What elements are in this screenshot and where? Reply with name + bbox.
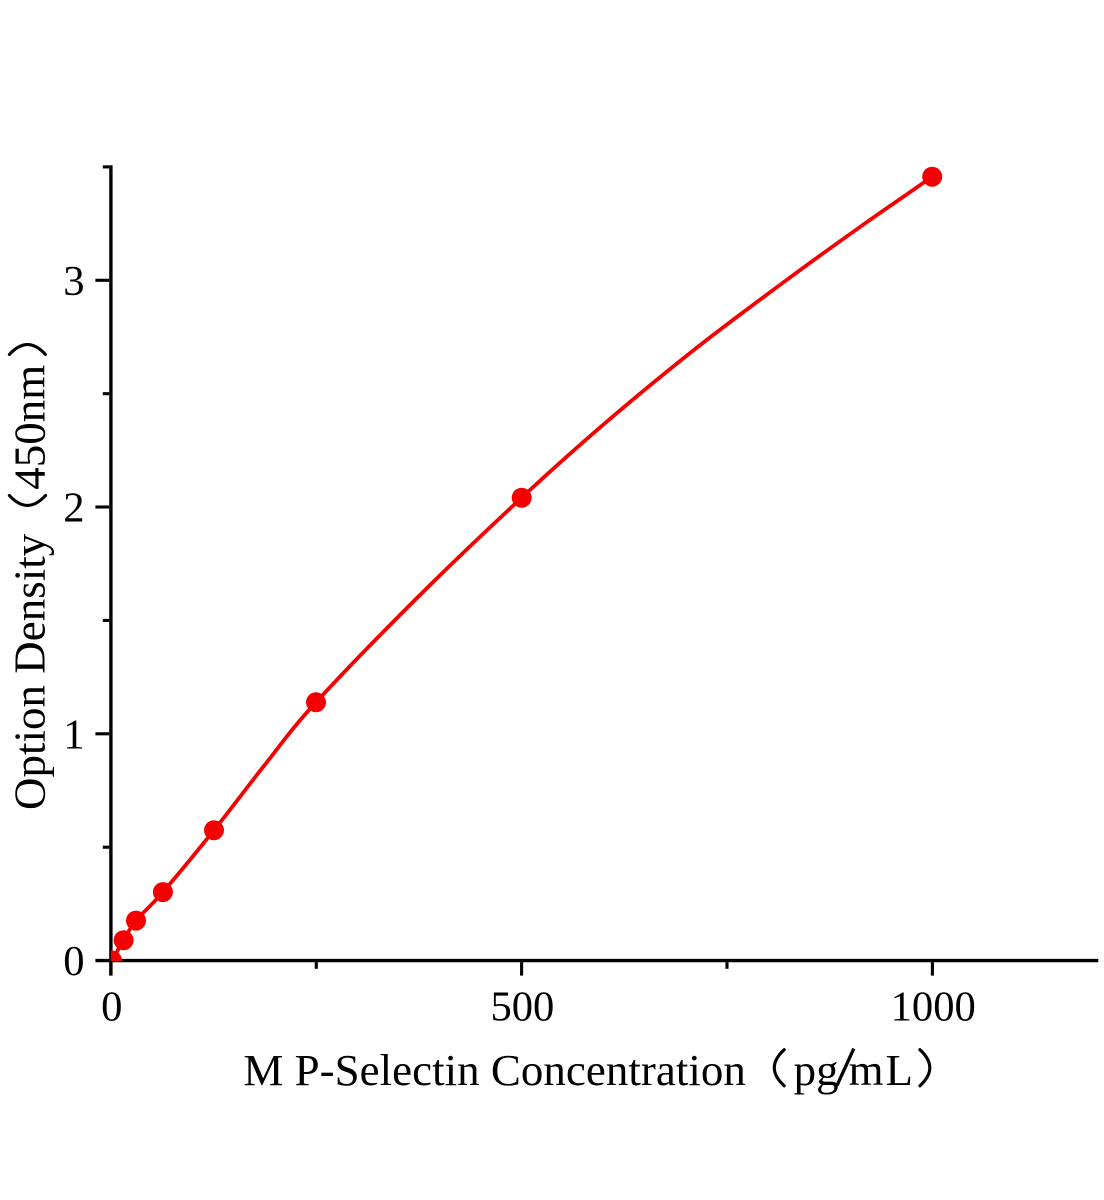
svg-text:M P-Selectin Concentration: M P-Selectin Concentration — [243, 1045, 745, 1095]
svg-text:Option Density: Option Density — [5, 533, 55, 810]
svg-text:pg: pg — [794, 1045, 839, 1095]
svg-text:450nm: 450nm — [5, 365, 55, 490]
svg-text:0: 0 — [101, 984, 122, 1031]
svg-text:3: 3 — [63, 258, 84, 305]
svg-text:0: 0 — [63, 938, 84, 985]
svg-text:500: 500 — [490, 984, 554, 1031]
svg-text:2: 2 — [63, 485, 84, 532]
svg-text:1: 1 — [63, 711, 84, 758]
svg-text:mL: mL — [849, 1045, 915, 1095]
svg-text:1000: 1000 — [891, 984, 976, 1031]
